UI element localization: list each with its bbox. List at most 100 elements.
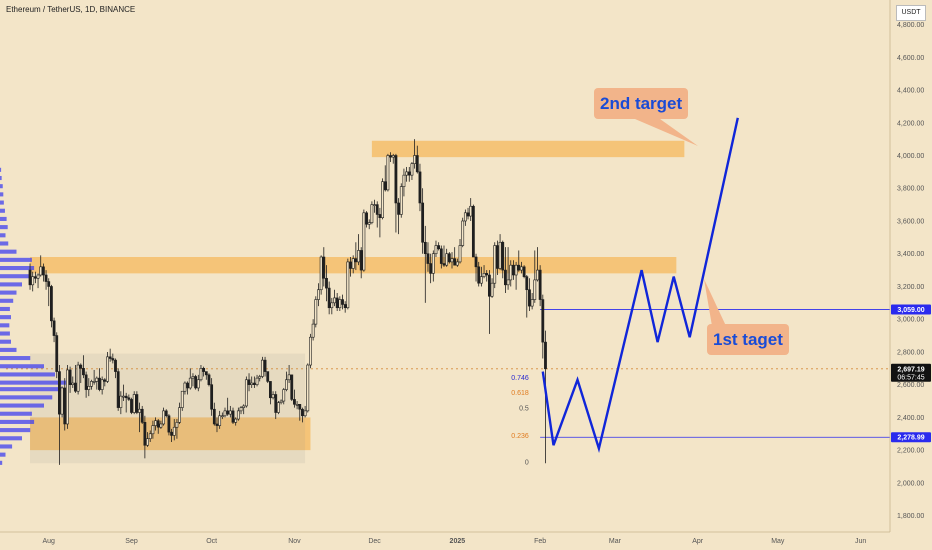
y-tick-label: 3,400.00 — [897, 251, 924, 258]
candle-body — [295, 404, 299, 406]
candle-body — [204, 371, 208, 376]
candle-body — [447, 253, 451, 263]
candle-body — [311, 323, 315, 338]
candle-body — [84, 374, 88, 390]
candle-body — [151, 425, 155, 435]
price-tag-box — [891, 432, 931, 443]
volume-profile-bar — [0, 428, 31, 433]
x-tick-label: Sep — [125, 538, 138, 545]
candle-body — [52, 320, 56, 336]
candle-body — [236, 410, 240, 420]
volume-profile-bar — [0, 387, 62, 392]
y-tick-label: 4,000.00 — [897, 153, 924, 160]
candle-body — [496, 245, 499, 269]
candle-body — [239, 407, 243, 412]
currency-selector[interactable]: USDT — [896, 5, 926, 21]
volume-profile-bar — [0, 403, 44, 408]
fib-level-label: 0.5 — [519, 405, 529, 412]
candle-body — [426, 253, 430, 264]
candle-body — [333, 297, 336, 304]
y-tick-label: 3,800.00 — [897, 186, 924, 193]
candle-body — [298, 404, 302, 410]
candle-body — [156, 420, 160, 428]
x-tick-label: Oct — [206, 538, 217, 545]
candle-body — [76, 364, 80, 392]
price-tag-timer: 06:57:45 — [897, 374, 924, 381]
price-tag-label: 2,697.19 — [897, 366, 924, 373]
candle-body — [343, 304, 347, 309]
volume-profile-bar — [0, 419, 35, 424]
candle-body — [538, 269, 542, 300]
candle-body — [479, 276, 483, 284]
candle-body — [458, 245, 462, 263]
candle-body — [341, 299, 344, 305]
candle-body — [111, 358, 115, 361]
candle-body — [132, 394, 136, 413]
candle-body — [381, 181, 384, 219]
candle-body — [47, 281, 51, 287]
y-tick-label: 3,600.00 — [897, 218, 924, 225]
candle-body — [509, 264, 513, 281]
candle-body — [210, 384, 214, 410]
volume-profile-bar — [0, 266, 35, 271]
fib-level-label: 0.618 — [511, 390, 529, 397]
candle-body — [391, 155, 395, 158]
first-target-callout: 1st taget — [707, 324, 789, 355]
y-tick-label: 4,800.00 — [897, 22, 924, 29]
candle-body — [159, 423, 163, 428]
volume-profile-bar — [0, 167, 2, 172]
candle-body — [471, 205, 475, 258]
candle-body — [154, 420, 157, 426]
candle-body — [522, 266, 526, 277]
candle-body — [68, 369, 72, 385]
candle-body — [437, 245, 441, 250]
candle-body — [346, 261, 350, 309]
candle-body — [463, 212, 467, 222]
candle-body — [533, 279, 537, 300]
candle-body — [143, 422, 147, 446]
candle-body — [450, 258, 454, 263]
candle-body — [378, 214, 382, 219]
volume-profile-bar — [0, 200, 4, 205]
candle-body — [119, 395, 123, 408]
candle-body — [140, 408, 144, 423]
volume-profile-bar — [0, 331, 10, 336]
candle-body — [122, 395, 125, 398]
x-tick-label: Feb — [534, 538, 546, 545]
candle-body — [175, 422, 179, 428]
candle-body — [215, 423, 219, 426]
candle-body — [293, 399, 296, 405]
candle-body — [410, 163, 414, 176]
candle-body — [528, 289, 531, 307]
candle-body — [183, 382, 187, 392]
y-tick-label: 4,200.00 — [897, 120, 924, 127]
volume-profile-bar — [0, 233, 6, 238]
candle-body — [242, 405, 246, 408]
volume-profile-bar — [0, 444, 13, 449]
candle-body — [116, 371, 120, 408]
volume-profile-bar — [0, 175, 2, 181]
candle-body — [130, 399, 133, 413]
volume-profile-bar — [0, 298, 14, 303]
volume-profile-bar — [0, 356, 31, 361]
y-tick-label: 2,600.00 — [897, 382, 924, 389]
candle-body — [124, 395, 128, 399]
y-tick-label: 2,200.00 — [897, 448, 924, 455]
candle-body — [226, 410, 230, 415]
candle-body — [445, 253, 449, 266]
candle-body — [287, 374, 291, 381]
candle-body — [255, 377, 259, 385]
x-tick-label: May — [771, 538, 785, 545]
candle-body — [530, 299, 534, 307]
candle-body — [196, 379, 200, 389]
y-tick-label: 1,800.00 — [897, 513, 924, 520]
candle-body — [383, 181, 387, 191]
candle-body — [250, 382, 254, 385]
x-tick-label: Dec — [368, 538, 381, 545]
candle-body — [490, 282, 494, 297]
y-tick-label: 3,200.00 — [897, 284, 924, 291]
candle-body — [234, 418, 238, 423]
candle-body — [474, 256, 478, 268]
